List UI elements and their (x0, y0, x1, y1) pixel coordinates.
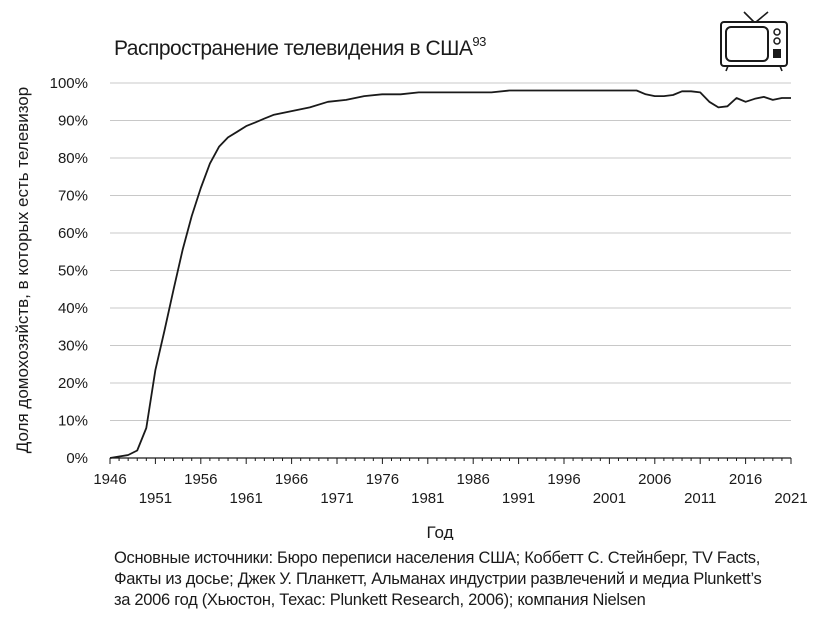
y-tick-label: 100% (50, 75, 88, 92)
footnote-marker: 93 (472, 34, 486, 49)
x-tick-label: 1981 (411, 490, 444, 507)
x-tick-label: 1956 (184, 471, 217, 488)
x-tick-label: 1971 (320, 490, 353, 507)
television-icon (720, 11, 788, 72)
source-line: Основные источники: Бюро переписи населе… (114, 549, 760, 567)
source-line: за 2006 год (Хьюстон, Техас: Plunkett Re… (114, 591, 646, 609)
series-line (109, 89, 791, 459)
x-tick-label: 2001 (593, 490, 626, 507)
chart-title-text: Распространение телевидения в США (114, 37, 473, 60)
x-tick-label: 1966 (275, 471, 308, 488)
x-tick-label: 2021 (774, 490, 807, 507)
chart-title: Распространение телевидения в США93 (114, 34, 486, 61)
x-tick-label: 1986 (457, 471, 490, 488)
grid-lines (110, 82, 791, 421)
x-tick-label: 2011 (684, 490, 716, 507)
x-tick-label: 1951 (139, 490, 172, 507)
y-tick-label: 40% (58, 300, 88, 317)
y-tick-label: 10% (58, 413, 88, 430)
y-tick-label: 80% (58, 150, 88, 167)
y-tick-label: 90% (58, 113, 88, 130)
y-tick-label: 0% (66, 450, 88, 467)
x-tick-label: 1996 (547, 471, 580, 488)
x-tick-label: 1961 (230, 490, 263, 507)
x-axis: 1946 1956 1966 1976 1986 1996 2006 2016 1951 1961… (93, 457, 808, 507)
y-tick-label: 60% (58, 225, 88, 242)
tv-ownership-line (109, 89, 791, 459)
tv-penetration-chart: 0%10%20%30%40%50%60%70%80%90%100% 1946 19… (13, 75, 808, 540)
x-axis-label: Год (426, 523, 453, 540)
source-line: Факты из досье; Джек У. Планкетт, Альман… (114, 570, 762, 588)
x-tick-label: 2016 (729, 471, 762, 488)
x-tick-label: 1976 (366, 471, 399, 488)
y-axis-ticks: 0% 10% 20% 30% 40% 50% 60% 70% 80% 90% 100% (50, 75, 88, 467)
x-tick-label: 1991 (502, 490, 535, 507)
y-tick-label: 30% (58, 338, 88, 355)
x-tick-label: 2006 (638, 471, 671, 488)
y-tick-label: 20% (58, 375, 88, 392)
y-tick-label: 50% (58, 263, 88, 280)
y-axis-label: Доля домохозяйств, в которых есть телеви… (13, 87, 32, 453)
y-tick-label: 70% (58, 188, 88, 205)
sources-note: Основные источники: Бюро переписи населе… (114, 548, 814, 611)
x-tick-label: 1946 (93, 471, 126, 488)
